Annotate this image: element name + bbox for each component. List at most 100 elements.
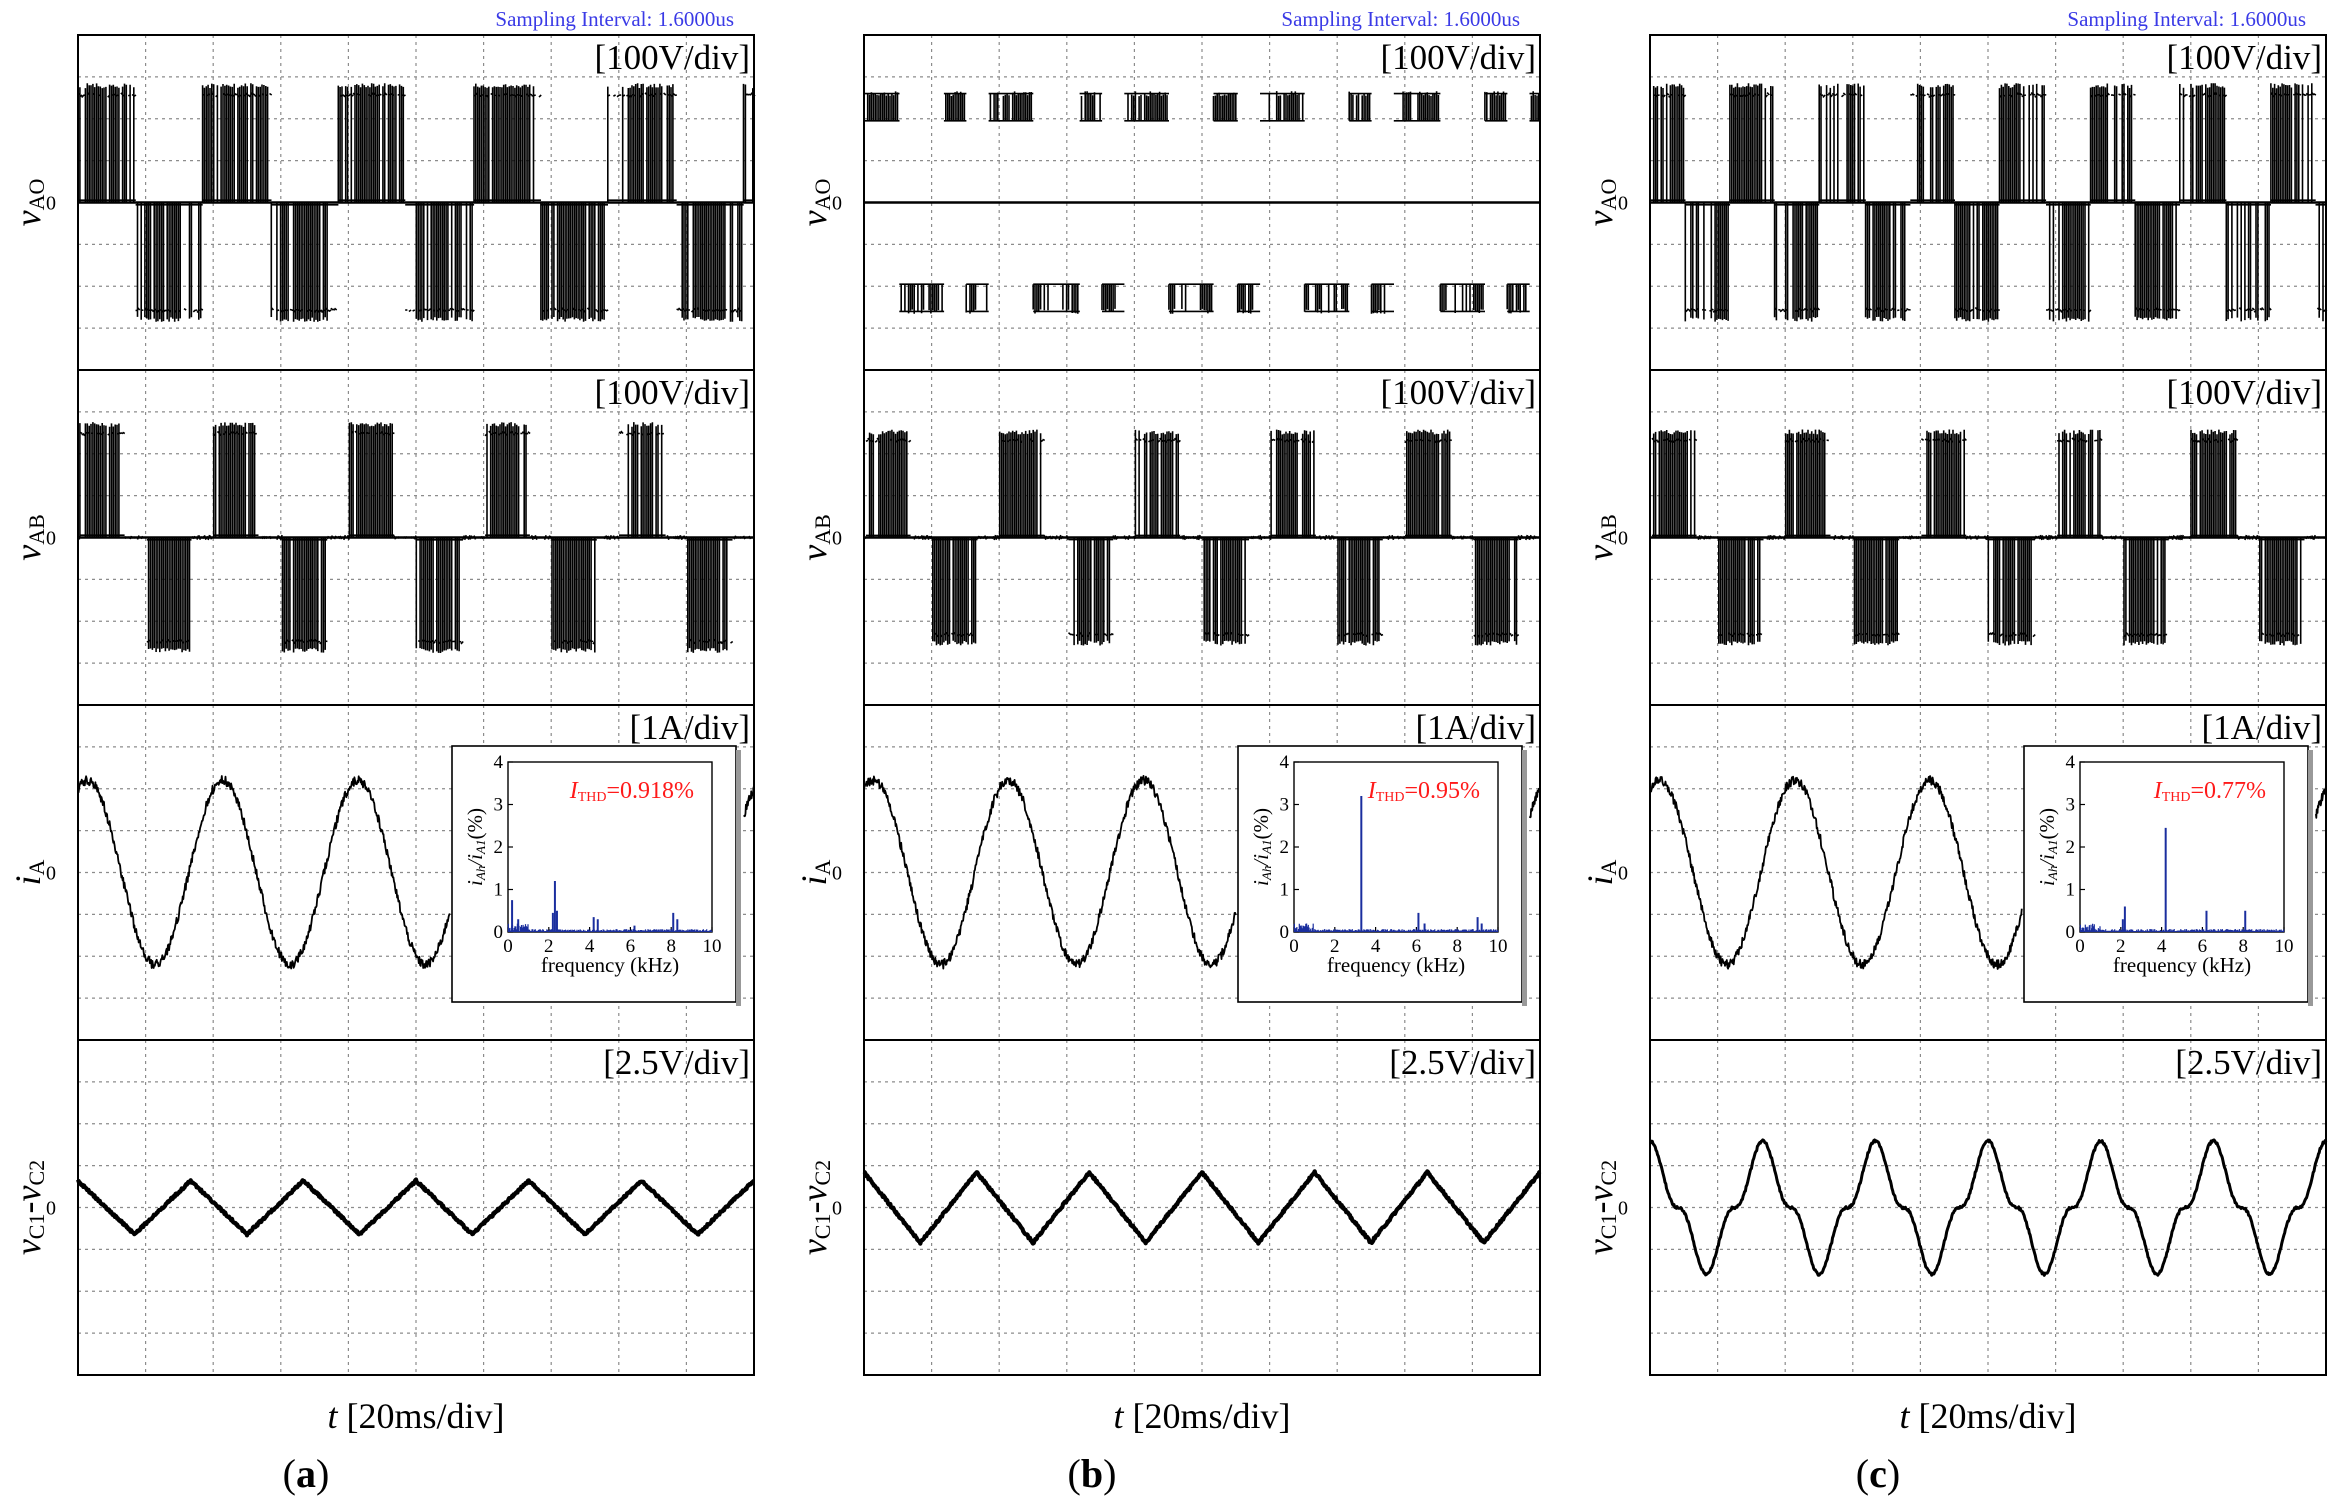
capacitor-voltage-ripple-trace (1649, 1138, 2328, 1277)
inset-ylabel-den: /i (2035, 854, 2059, 867)
inset-ylabel-sym: i (463, 880, 487, 886)
y-symbol: v (794, 545, 834, 561)
panel-label-open: ( (1068, 1451, 1081, 1496)
channel-y-label: vAB (1580, 514, 1621, 561)
channel-y-label: iA (794, 859, 835, 885)
sampling-value: 1.6000us (2230, 7, 2306, 31)
x-axis-label: t [20ms/div] (1899, 1396, 2076, 1436)
y-subscript: A (24, 859, 49, 875)
panel-a: Sampling Interval: 1.6000us [100V/div]0vA… (8, 7, 756, 1496)
inset-ytick-label: 3 (1280, 795, 1290, 816)
y-symbol: v (8, 1239, 48, 1255)
inset-xtick-label: 4 (2157, 936, 2167, 957)
sampling-interval-label: Sampling Interval: 1.6000us (495, 7, 734, 31)
inset-xtick-label: 8 (666, 936, 676, 957)
channel-y-label: vC1-vC2 (794, 1160, 835, 1255)
y-subscript: C1 (810, 1214, 835, 1240)
y-minus: - (794, 1202, 834, 1214)
channel-y-label: iA (1580, 859, 1621, 885)
inset-ylabel: iAh/iA1(%) (2035, 808, 2060, 886)
inset-ytick-label: 2 (494, 837, 504, 858)
zero-label: 0 (832, 863, 842, 885)
thd-symbol: I (2153, 778, 2163, 804)
inset-ylabel-sym: i (1249, 880, 1273, 886)
thd-value: =0.918% (606, 778, 694, 804)
y-symbol: v (794, 210, 834, 226)
zero-label: 0 (46, 1198, 56, 1220)
zero-label: 0 (1618, 863, 1628, 885)
inset-ytick-label: 0 (494, 922, 504, 943)
x-axis-label: t [20ms/div] (1113, 1396, 1290, 1436)
x-axis-unit: [20ms/div] (1133, 1396, 1291, 1436)
inset-xtick-label: 0 (1289, 936, 1299, 957)
sampling-label: Sampling Interval: (495, 7, 657, 31)
inset-ytick-label: 2 (1280, 837, 1290, 858)
panels-root: Sampling Interval: 1.6000us [100V/div]0vA… (8, 7, 2328, 1496)
pwm-waveform (77, 83, 756, 322)
panel-label-close: ) (1887, 1451, 1900, 1496)
panel-label-letter: b (1081, 1451, 1103, 1496)
inset-ylabel-unit: (%) (2035, 808, 2059, 839)
phase-current-trace (863, 775, 1237, 970)
panel-label-open: ( (283, 1451, 296, 1496)
panel-label-open: ( (1856, 1451, 1869, 1496)
panel-label-close: ) (1103, 1451, 1116, 1496)
x-axis-symbol: t (1899, 1396, 1918, 1436)
y-subscript: AO (810, 179, 835, 211)
sampling-value: 1.6000us (1444, 7, 1520, 31)
inset-xtick-label: 10 (1489, 936, 1508, 957)
y-symbol: v (1580, 210, 1620, 226)
sampling-label: Sampling Interval: (2067, 7, 2229, 31)
sampling-value: 1.6000us (658, 7, 734, 31)
inset-ylabel-sub: Ah (2045, 866, 2060, 881)
panel-b: Sampling Interval: 1.6000us [100V/div]0vA… (794, 7, 1542, 1496)
channel-scale-label: [1A/div] (1415, 708, 1536, 747)
inset-xtick-label: 6 (1412, 936, 1422, 957)
y-minus: - (8, 1202, 48, 1214)
inset-ylabel-unit: (%) (1249, 808, 1273, 839)
y-subscript: AB (1596, 514, 1621, 545)
panel-label-close: ) (316, 1451, 329, 1496)
zero-label: 0 (46, 528, 56, 550)
sampling-label: Sampling Interval: (1281, 7, 1443, 31)
zero-label: 0 (1618, 528, 1628, 550)
thd-subscript: THD (2162, 790, 2191, 805)
channel-frame (863, 1039, 1541, 1376)
inset-xtick-label: 6 (2198, 936, 2208, 957)
panel-label: (c) (1856, 1451, 1900, 1496)
channel-scale-label: [1A/div] (629, 708, 750, 747)
inset-xtick-label: 2 (1330, 936, 1340, 957)
zero-label: 0 (46, 863, 56, 885)
inset-ylabel-den: /i (1249, 854, 1273, 867)
inset-ytick-label: 4 (2066, 752, 2076, 773)
inset-ytick-label: 4 (1280, 752, 1290, 773)
y-subscript: C1 (24, 1214, 49, 1240)
zero-label: 0 (832, 1198, 842, 1220)
inset-shadow (1522, 750, 1527, 1006)
y-symbol: i (1580, 875, 1620, 885)
y-symbol: v (1580, 545, 1620, 561)
sampling-interval-label: Sampling Interval: 1.6000us (2067, 7, 2306, 31)
phase-current-trace (1649, 775, 2023, 970)
inset-shadow (2308, 750, 2313, 1006)
zero-label: 0 (1618, 1198, 1628, 1220)
y-symbol: v (794, 1239, 834, 1255)
inset-ylabel-sub2: A1 (1259, 840, 1274, 855)
capacitor-voltage-ripple-trace (76, 1177, 756, 1238)
thd-subscript: THD (578, 790, 607, 805)
inset-xlabel: frequency (kHz) (1327, 953, 1465, 977)
channel-scale-label: [2.5V/div] (603, 1043, 750, 1082)
inset-xtick-label: 8 (2238, 936, 2248, 957)
panel-label-letter: a (296, 1451, 316, 1496)
inset-ylabel-sym: i (2035, 880, 2059, 886)
inset-ytick-label: 1 (2066, 880, 2076, 901)
